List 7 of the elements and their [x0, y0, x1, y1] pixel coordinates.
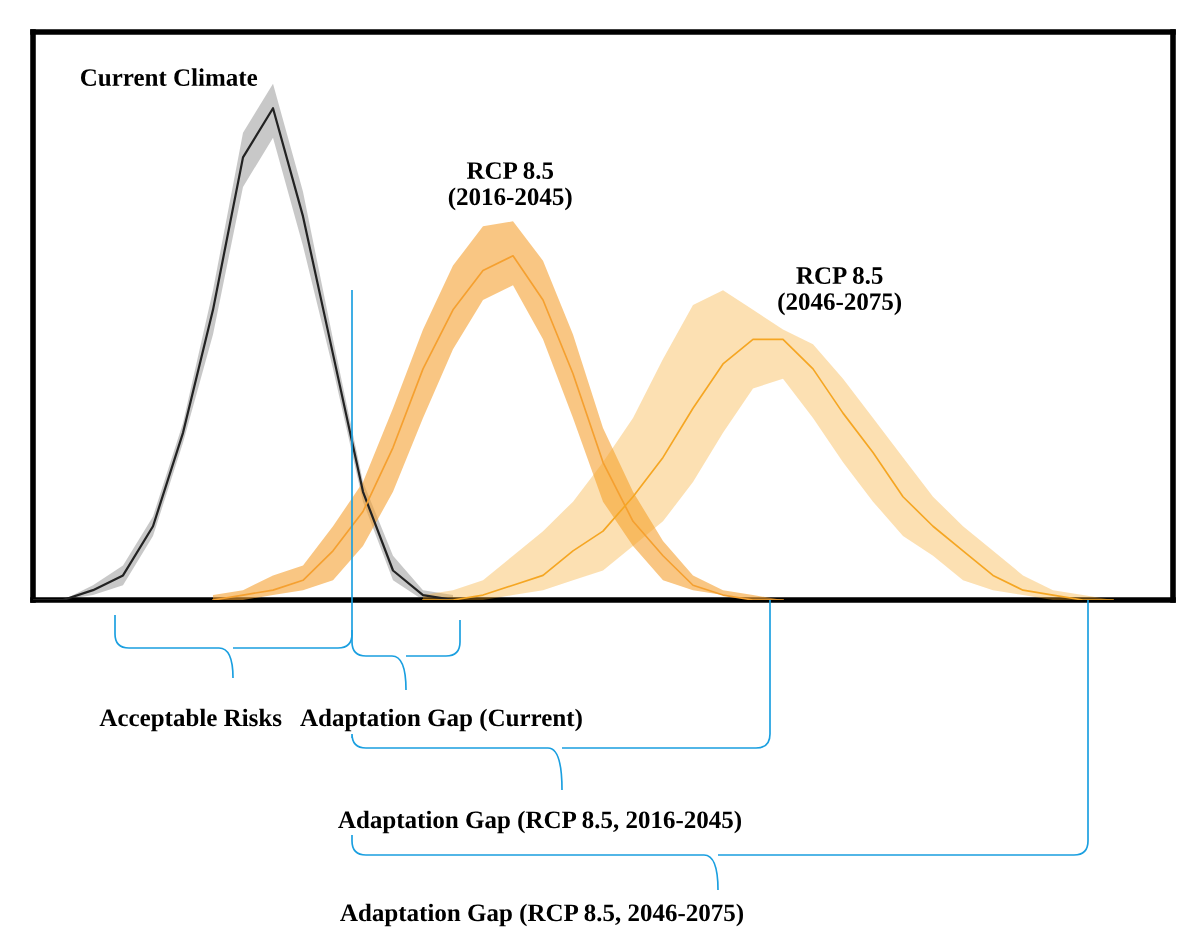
text: Adaptation Gap (Current): [300, 708, 582, 732]
text: Adaptation Gap (RCP 8.5, 2046-2075): [340, 903, 743, 927]
series-label: RCP 8.5 (2046-2075): [778, 267, 902, 316]
text: Acceptable Risks: [99, 708, 282, 732]
text: Adaptation Gap (RCP 8.5, 2016-2045): [338, 810, 741, 834]
text: RCP 8.5 (2016-2045): [448, 162, 572, 211]
series-label: Current Climate: [80, 68, 258, 87]
